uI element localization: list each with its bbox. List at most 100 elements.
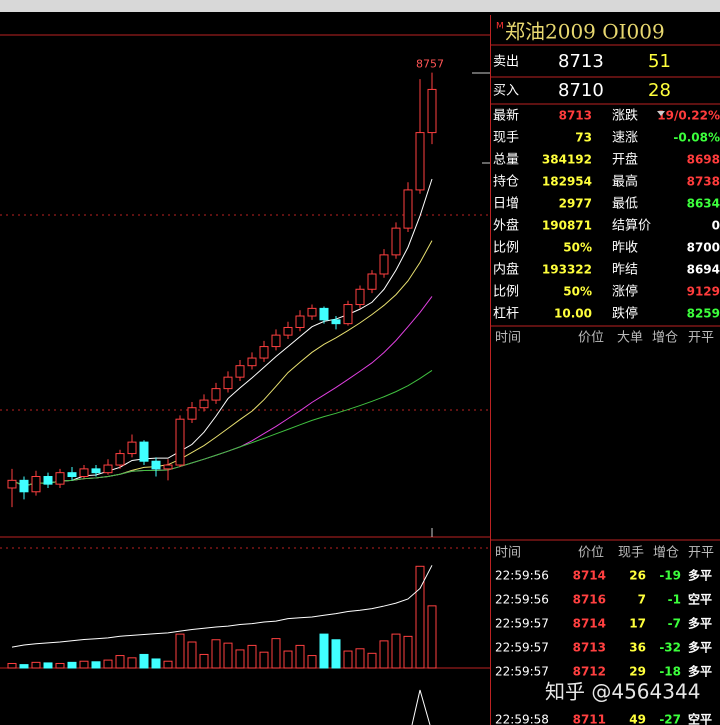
candle-body [295,315,305,328]
volume-bar [7,662,17,669]
stat-value: 8738 [687,175,720,189]
volume-bar [151,658,161,669]
quote-label: 卖出 [493,55,519,70]
column-header: 开平 [688,331,714,346]
column-header: 增仓 [653,546,679,561]
open-interest-line [11,565,433,648]
volume-bar [103,659,113,669]
tick-cell: 17 [629,617,646,631]
stat-value: 8259 [687,307,720,321]
stat-value: 193322 [542,263,592,277]
volume-bar [247,644,257,669]
tick-cell: -32 [659,641,681,655]
stat-label: 昨收 [612,241,638,256]
tick-cell: -27 [659,713,681,725]
candle-body [367,273,377,290]
tick-cell: 49 [629,713,646,725]
candle-body [355,288,365,306]
tick-cell: 多平 [688,664,712,679]
candle-body [79,468,89,478]
volume-bar [67,661,77,669]
candle-body [283,326,293,336]
volume-bar [307,655,317,669]
volume-bar [79,660,89,669]
volume-bar [427,605,437,669]
candle-body [67,472,77,478]
stat-value: 73 [575,131,592,145]
stat-value: 50% [563,241,592,255]
candle-body [271,334,281,348]
volume-bar [319,633,329,669]
tick-cell: 22:59:58 [495,713,549,725]
volume-bar [415,565,425,669]
candle-body [7,479,17,489]
tick-cell: 多平 [688,640,712,655]
volume-bar [163,660,173,669]
tick-cell: 22:59:56 [495,569,549,583]
candle-body [247,357,257,367]
stat-label: 结算价 [612,219,651,234]
stat-label: 日增 [493,197,519,212]
arrow [411,689,431,725]
candle-body [163,464,173,470]
candle-body [187,407,197,420]
volume-bar [43,662,53,669]
tick-cell: 多平 [688,568,712,583]
tick-cell: 空平 [688,592,712,607]
stat-value: 8698 [687,153,720,167]
tick-cell: 空平 [688,712,712,725]
ma-line [11,370,433,487]
candle-body [403,189,413,229]
volume-bar [295,644,305,669]
candle-body [235,365,245,378]
volume-bar [391,633,401,669]
volume-bar [355,648,365,669]
candle-body [19,479,29,493]
volume-bar [211,639,221,669]
stat-label: 持仓 [493,175,519,190]
stat-label: 涨停 [612,284,638,300]
stat-label: 外盘 [493,218,519,234]
candle-body [211,388,221,401]
stat-label: 开盘 [612,152,638,168]
candle-body [91,468,101,474]
candle-body [151,460,161,470]
candle-body [103,464,113,474]
tick-cell: -7 [668,617,681,631]
stat-value: 8700 [687,241,720,255]
stat-label: 最新 [493,108,519,124]
volume-bar [331,639,341,669]
column-header: 价位 [578,331,604,346]
stat-value: 9129 [687,285,720,299]
volume-bar [115,655,125,669]
candle-body [175,418,185,466]
volume-bar [55,662,65,669]
watermark: 知乎 @4564344 [545,680,700,704]
volume-bar [127,657,137,669]
column-header: 时间 [495,546,521,561]
tick-cell: 22:59:57 [495,665,549,679]
stat-value: 8694 [687,263,720,277]
stat-label: 现手 [493,131,519,146]
tick-cell: -1 [668,593,681,607]
stat-label: 最高 [612,174,638,190]
volume-bar [403,635,413,669]
volume-bar [175,633,185,669]
stat-value: 384192 [542,153,592,167]
tick-cell: 8716 [573,593,606,607]
marker: M [496,22,504,32]
tick-cell: 8714 [573,569,606,583]
volume-bar [379,640,389,669]
candle-body [331,319,341,325]
stat-label: 比例 [493,241,519,256]
tick-cell: 26 [629,569,646,583]
column-header: 开平 [688,546,714,561]
stat-value: 50% [563,285,592,299]
stat-value: 8634 [687,197,720,211]
volume-bar [31,661,41,669]
volume-bar [283,650,293,669]
quote-qty: 28 [648,80,671,101]
contract-title: 郑油2009 OI009 [505,20,665,44]
candle-body [379,254,389,275]
